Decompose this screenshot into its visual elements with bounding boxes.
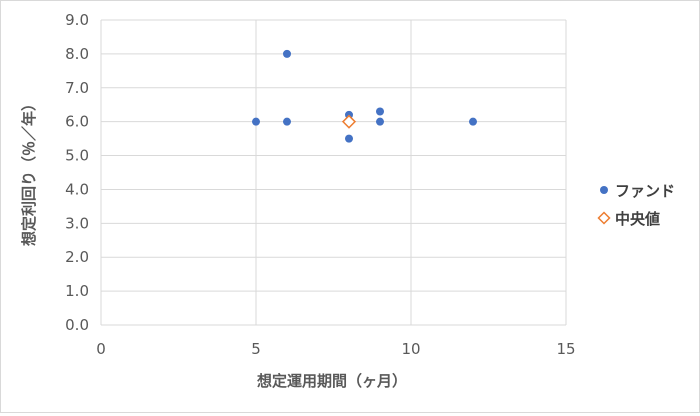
y-axis-title: 想定利回り（％／年） <box>20 96 38 247</box>
fund-point <box>283 49 291 58</box>
y-tick-label: 5.0 <box>65 147 89 165</box>
gridlines <box>100 19 567 326</box>
fund-point <box>469 117 477 126</box>
y-tick-label: 7.0 <box>65 79 89 97</box>
data-points <box>252 49 477 143</box>
y-tick-label: 3.0 <box>65 214 89 232</box>
fund-point <box>376 117 384 126</box>
legend-marker-fund <box>600 186 608 194</box>
legend-label: ファンド <box>615 182 675 200</box>
median-point <box>341 114 357 129</box>
fund-point <box>376 107 384 116</box>
y-tick-label: 1.0 <box>65 282 89 300</box>
y-tick-label: 2.0 <box>65 248 89 266</box>
legend-label: 中央値 <box>615 210 660 228</box>
fund-point <box>345 134 353 143</box>
x-tick-label: 0 <box>96 340 106 358</box>
y-tick-label: 4.0 <box>65 180 89 198</box>
y-axis-ticks: 0.0 1.0 2.0 3.0 4.0 5.0 6.0 7.0 8.0 9.0 <box>65 11 89 334</box>
y-tick-label: 6.0 <box>65 113 89 131</box>
x-tick-label: 15 <box>556 340 575 358</box>
y-tick-label: 0.0 <box>65 316 89 334</box>
x-axis-title: 想定運用期間（ヶ月） <box>256 372 407 390</box>
fund-point <box>283 117 291 126</box>
x-tick-label: 5 <box>251 340 261 358</box>
x-tick-label: 10 <box>401 340 420 358</box>
legend-marker-median <box>597 211 611 225</box>
y-tick-label: 9.0 <box>65 11 89 29</box>
fund-point <box>252 117 260 126</box>
y-tick-label: 8.0 <box>65 45 89 63</box>
x-axis-ticks: 0 5 10 15 <box>96 340 575 358</box>
